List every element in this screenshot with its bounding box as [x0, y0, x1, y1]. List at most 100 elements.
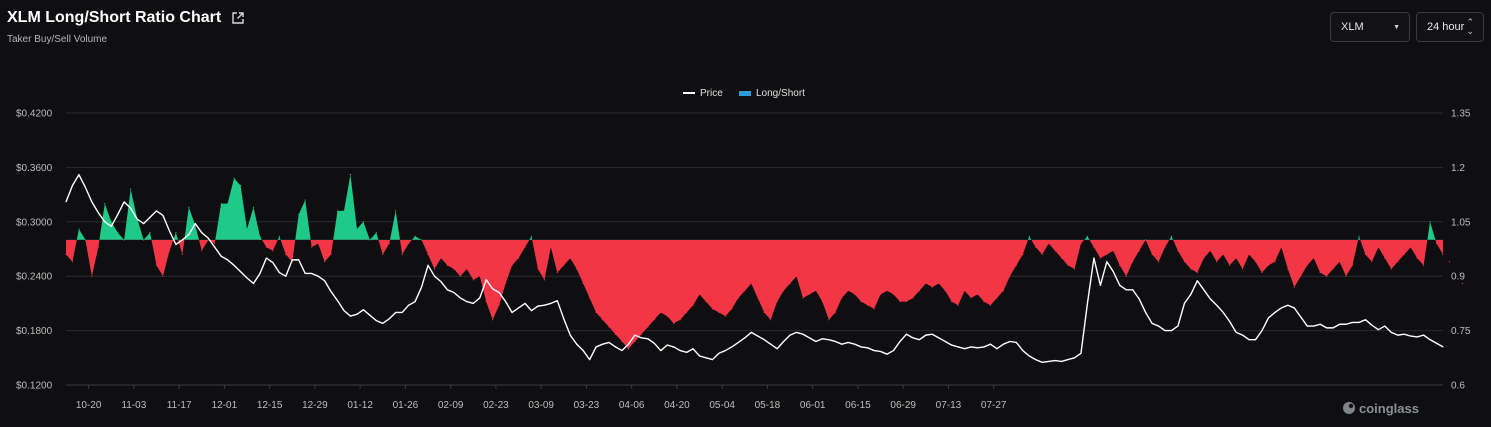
long-short-point — [569, 257, 571, 259]
price-point — [194, 223, 196, 225]
price-point — [1022, 350, 1024, 352]
long-short-point — [763, 311, 765, 314]
x-axis-tick-label: 06-15 — [845, 400, 871, 411]
long-short-point — [931, 286, 933, 288]
price-point — [472, 302, 474, 304]
price-point — [1151, 322, 1153, 324]
long-short-point — [466, 268, 468, 270]
long-short-point — [634, 340, 636, 343]
long-short-point — [149, 232, 151, 234]
price-point — [375, 320, 377, 322]
price-point — [343, 310, 345, 312]
price-point — [324, 280, 326, 282]
price-point — [1145, 311, 1147, 313]
long-short-point — [479, 275, 481, 277]
price-point — [1326, 327, 1328, 329]
long-short-point — [362, 221, 364, 223]
price-point — [143, 223, 145, 225]
right-axis-tick-label: 1.05 — [1451, 217, 1471, 228]
price-point — [1397, 334, 1399, 336]
long-short-point — [278, 235, 280, 237]
price-point — [763, 339, 765, 341]
coinglass-watermark: coinglass — [1343, 401, 1419, 416]
legend-item-price[interactable]: Price — [683, 88, 723, 99]
price-point — [1106, 261, 1108, 263]
price-point — [1183, 302, 1185, 304]
long-short-point — [1041, 253, 1043, 256]
long-short-point — [272, 250, 274, 252]
long-short-point — [1390, 268, 1392, 270]
price-point — [576, 343, 578, 345]
price-point — [957, 346, 959, 348]
x-axis-tick-label: 05-04 — [709, 400, 735, 411]
long-short-point — [1073, 268, 1076, 270]
long-short-point — [795, 275, 798, 277]
long-short-point — [886, 290, 888, 292]
long-short-point — [1287, 268, 1289, 270]
price-point — [834, 340, 836, 342]
long-short-point — [433, 268, 436, 270]
price-point — [110, 225, 112, 227]
price-point — [1255, 339, 1257, 341]
long-short-point — [589, 297, 591, 299]
up-down-arrows-icon: ⌃ ⌄ — [1466, 17, 1474, 36]
chart-legend[interactable]: Price Long/Short — [683, 88, 805, 99]
long-short-point — [498, 304, 500, 306]
long-short-point — [1261, 271, 1263, 274]
price-point — [356, 313, 358, 315]
symbol-select-value: XLM — [1341, 21, 1364, 33]
price-point — [918, 339, 920, 341]
price-point — [1196, 280, 1198, 282]
price-point — [337, 300, 339, 302]
price-point — [731, 346, 733, 348]
x-axis-tick-label: 05-18 — [755, 400, 781, 411]
long-short-point — [375, 232, 377, 234]
long-short-point — [1157, 261, 1160, 263]
long-short-point — [1410, 246, 1412, 248]
price-point — [705, 357, 707, 359]
long-short-point — [181, 253, 183, 256]
long-short-point — [789, 282, 791, 285]
price-point — [433, 275, 435, 277]
long-short-point — [227, 203, 229, 205]
long-short-point — [847, 290, 849, 292]
price-point — [1177, 325, 1179, 327]
price-point — [349, 315, 351, 317]
long-short-point — [1170, 235, 1173, 237]
long-short-point — [408, 242, 410, 245]
long-short-point — [1455, 275, 1457, 277]
price-point — [1119, 284, 1121, 286]
price-point — [162, 214, 164, 216]
long-short-point — [1377, 246, 1379, 248]
price-point — [1300, 316, 1302, 318]
price-point — [996, 348, 998, 350]
price-point — [802, 333, 804, 335]
price-point — [718, 352, 720, 354]
price-point — [1099, 284, 1101, 286]
x-axis-tick-label: 03-23 — [574, 400, 600, 411]
legend-item-long-short[interactable]: Long/Short — [739, 88, 805, 99]
price-point — [724, 350, 726, 352]
long-short-point — [1164, 246, 1166, 248]
price-point — [757, 335, 759, 337]
interval-select[interactable]: 24 hour ⌃ ⌄ — [1416, 12, 1484, 42]
symbol-select[interactable]: XLM ▼ — [1330, 12, 1410, 42]
chart-axes: $0.4200 $0.3600 $0.3000 $0.2400 $0.1800 $0.12… — [16, 109, 1471, 412]
x-axis-tick-label: 11-17 — [167, 400, 192, 411]
price-point — [550, 302, 552, 304]
long-short-point — [938, 282, 940, 285]
left-axis-tick-label: $0.1200 — [16, 381, 53, 392]
price-point — [1041, 361, 1043, 363]
long-short-point — [84, 239, 86, 241]
external-link-icon[interactable] — [231, 11, 245, 25]
long-short-point — [472, 279, 474, 281]
price-point — [78, 174, 80, 176]
long-short-point — [259, 235, 261, 237]
price-point — [744, 337, 746, 339]
price-point — [1067, 359, 1069, 361]
chart-title-row: XLM Long/Short Ratio Chart — [7, 9, 245, 27]
price-point — [511, 311, 513, 313]
price-point — [395, 311, 397, 313]
price-point — [808, 337, 810, 339]
